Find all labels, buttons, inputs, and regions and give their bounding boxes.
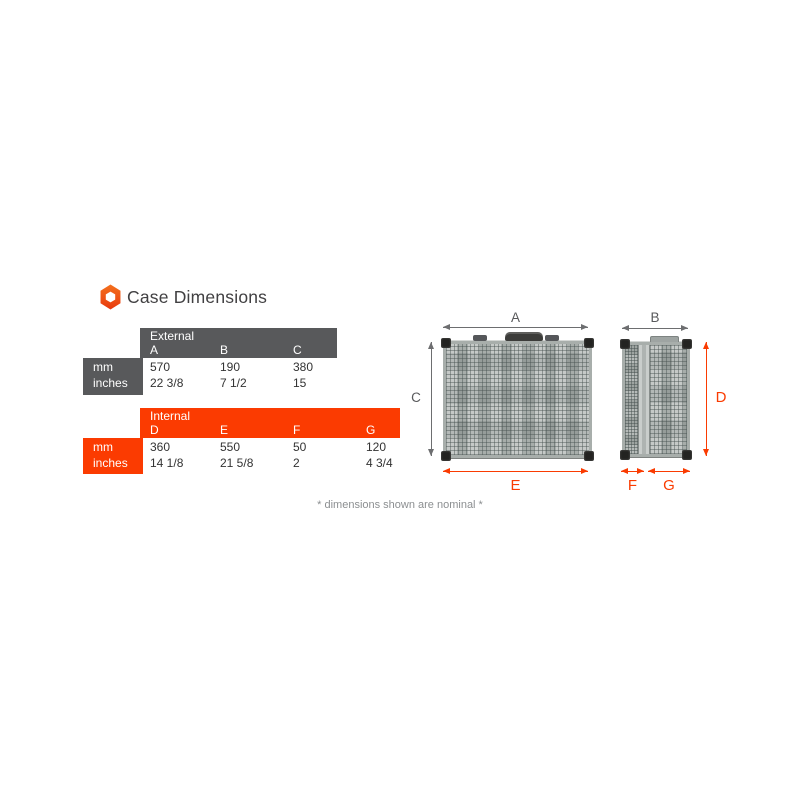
internal-mm-g: 120 <box>366 440 387 454</box>
corner-cap <box>682 450 692 460</box>
dimension-arrow-b <box>622 325 688 331</box>
dimension-label-a: A <box>510 310 520 325</box>
external-mm-b: 190 <box>220 360 241 374</box>
case-latch-right <box>545 335 559 341</box>
dimension-label-b: B <box>650 310 660 325</box>
nominal-dimensions-note: * dimensions shown are nominal * <box>317 499 483 511</box>
internal-in-e: 21 5/8 <box>220 456 254 470</box>
dimension-arrow-f <box>621 468 644 474</box>
external-mm-c: 380 <box>293 360 314 374</box>
internal-in-d: 14 1/8 <box>150 456 184 470</box>
internal-col-g: G <box>366 423 376 437</box>
external-col-c: C <box>293 343 302 357</box>
section-header: Case Dimensions <box>99 284 267 310</box>
internal-table-header: Internal D E F G <box>140 408 400 438</box>
case-side-view-image <box>620 336 692 460</box>
corner-cap <box>584 338 594 348</box>
corner-cap <box>620 339 630 349</box>
page-title: Case Dimensions <box>127 286 268 307</box>
external-table-header: External A B C <box>140 328 337 358</box>
dimension-label-g: G <box>663 477 675 494</box>
external-col-a: A <box>150 343 159 357</box>
case-front-view-image <box>441 332 594 461</box>
corner-cap <box>441 338 451 348</box>
case-latch-left <box>473 335 487 341</box>
external-in-c: 15 <box>293 376 307 390</box>
case-handle <box>505 332 543 341</box>
dimension-arrow-g <box>648 468 690 474</box>
case-side-handle <box>650 336 679 342</box>
external-table-title: External <box>150 329 195 343</box>
unit-label-mm: mm <box>93 360 113 374</box>
internal-mm-e: 550 <box>220 440 241 454</box>
external-in-a: 22 3/8 <box>150 376 184 390</box>
internal-table-title: Internal <box>150 409 191 423</box>
hexagon-icon <box>100 284 121 310</box>
internal-col-f: F <box>293 423 301 437</box>
external-mm-a: 570 <box>150 360 171 374</box>
case-side-panel <box>625 345 687 454</box>
case-side-base <box>650 345 687 454</box>
internal-unit-labels: mm inches <box>83 438 143 474</box>
corner-cap <box>441 451 451 461</box>
corner-cap <box>682 339 692 349</box>
internal-mm-d: 360 <box>150 440 171 454</box>
unit-label-mm: mm <box>93 440 113 454</box>
case-side-lid <box>625 345 638 454</box>
dimension-arrow-a <box>443 324 588 330</box>
internal-in-g: 4 3/4 <box>366 456 393 470</box>
internal-table-data: 360 550 50 120 14 1/8 21 5/8 2 4 3/4 <box>140 438 400 474</box>
dimension-arrow-c <box>428 342 434 456</box>
corner-cap <box>620 450 630 460</box>
external-col-b: B <box>220 343 229 357</box>
unit-label-inches: inches <box>93 376 128 390</box>
dimension-label-e: E <box>510 477 521 494</box>
unit-label-inches: inches <box>93 456 128 470</box>
case-side-frame-band <box>638 345 650 454</box>
dimension-arrow-e <box>443 468 588 474</box>
external-table-data: 570 190 380 22 3/8 7 1/2 15 <box>140 358 337 395</box>
internal-in-f: 2 <box>293 456 300 470</box>
internal-col-e: E <box>220 423 229 437</box>
dimension-arrow-d <box>703 342 709 456</box>
dimension-label-f: F <box>627 477 638 494</box>
case-front-panel <box>446 344 589 455</box>
external-unit-labels: mm inches <box>83 358 143 395</box>
external-in-b: 7 1/2 <box>220 376 247 390</box>
internal-col-d: D <box>150 423 159 437</box>
corner-cap <box>584 451 594 461</box>
dimension-label-d: D <box>715 389 727 406</box>
internal-mm-f: 50 <box>293 440 307 454</box>
dimension-label-c: C <box>411 390 421 405</box>
